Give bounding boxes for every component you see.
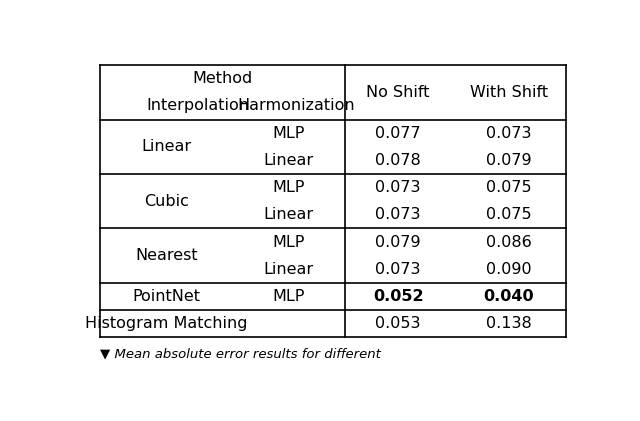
Text: 0.073: 0.073 xyxy=(376,180,421,195)
Text: 0.073: 0.073 xyxy=(376,208,421,222)
Text: 0.086: 0.086 xyxy=(486,234,532,250)
Text: Harmonization: Harmonization xyxy=(237,99,355,113)
Text: With Shift: With Shift xyxy=(470,85,548,100)
Text: 0.090: 0.090 xyxy=(486,262,532,277)
Text: No Shift: No Shift xyxy=(367,85,430,100)
Text: 0.053: 0.053 xyxy=(376,316,421,331)
Text: Method: Method xyxy=(192,71,252,86)
Text: 0.078: 0.078 xyxy=(375,153,421,168)
Text: Linear: Linear xyxy=(264,153,314,168)
Text: Interpolation: Interpolation xyxy=(147,99,250,113)
Text: 0.075: 0.075 xyxy=(486,208,532,222)
Text: Nearest: Nearest xyxy=(135,248,198,263)
Text: Cubic: Cubic xyxy=(144,194,189,209)
Text: 0.077: 0.077 xyxy=(376,126,421,141)
Text: Linear: Linear xyxy=(264,262,314,277)
Text: MLP: MLP xyxy=(273,180,305,195)
Text: Histogram Matching: Histogram Matching xyxy=(85,316,248,331)
Text: 0.138: 0.138 xyxy=(486,316,532,331)
Text: MLP: MLP xyxy=(273,289,305,304)
Text: MLP: MLP xyxy=(273,126,305,141)
Text: Linear: Linear xyxy=(141,139,191,155)
Text: PointNet: PointNet xyxy=(132,289,200,304)
Text: ▼ Mean absolute error results for different: ▼ Mean absolute error results for differ… xyxy=(100,347,381,360)
Text: 0.079: 0.079 xyxy=(376,234,421,250)
Text: Linear: Linear xyxy=(264,208,314,222)
Text: 0.040: 0.040 xyxy=(484,289,534,304)
Text: 0.073: 0.073 xyxy=(376,262,421,277)
Text: 0.079: 0.079 xyxy=(486,153,532,168)
Text: 0.052: 0.052 xyxy=(373,289,424,304)
Text: MLP: MLP xyxy=(273,234,305,250)
Text: 0.073: 0.073 xyxy=(486,126,532,141)
Text: 0.075: 0.075 xyxy=(486,180,532,195)
